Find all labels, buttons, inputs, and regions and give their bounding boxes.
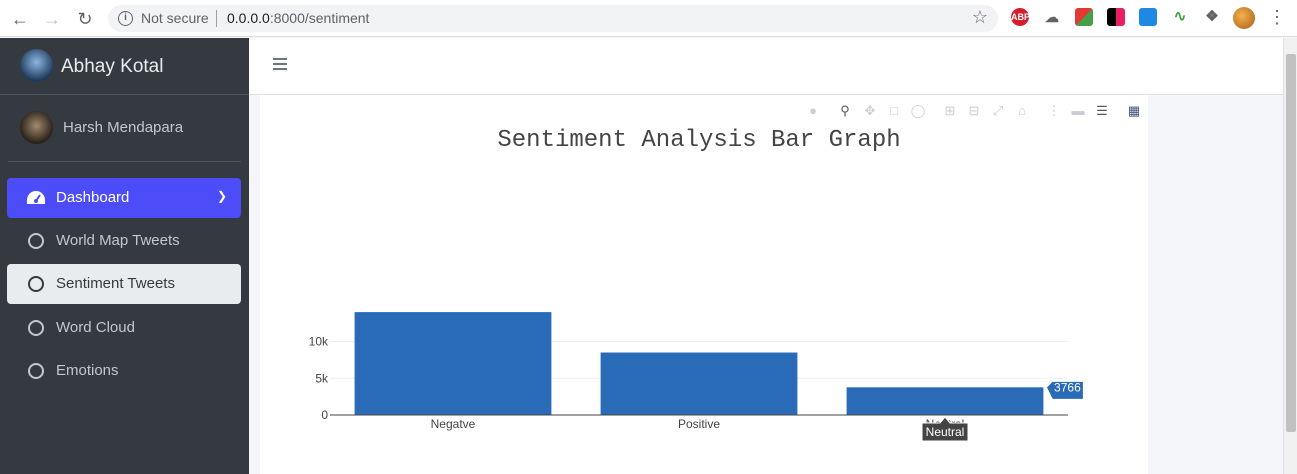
scrollbar-thumb[interactable] [1286, 54, 1296, 432]
y-axis-ticks: 0 5k 10k [309, 335, 329, 423]
puzzle-extensions-icon[interactable]: ❖ [1205, 8, 1219, 25]
sidebar-item-word-cloud[interactable]: Word Cloud [7, 308, 241, 348]
sentiment-bar-chart: Sentiment Analysis Bar Graph 0 5k 10k Nega… [309, 127, 1084, 442]
info-icon[interactable]: i [118, 11, 133, 26]
circle-icon [28, 233, 44, 249]
circle-icon [28, 276, 44, 292]
back-icon[interactable]: ← [11, 9, 29, 29]
bar[interactable] [600, 352, 798, 415]
sidebar-item-world-map-tweets[interactable]: World Map Tweets [7, 221, 241, 261]
sidebar-item-label: Emotions [56, 362, 119, 379]
browser-menu-icon[interactable]: ⋮ [1268, 7, 1286, 27]
user-panel[interactable]: Harsh Mendapara [8, 95, 241, 162]
url-divider [216, 10, 217, 27]
sidebar-item-sentiment-tweets[interactable]: Sentiment Tweets [7, 264, 241, 304]
autoscale-icon[interactable]: ⤢ [992, 103, 1004, 118]
y-tick-label: 5k [315, 371, 329, 385]
box-select-icon[interactable]: □ [890, 103, 898, 118]
tachometer-icon [27, 191, 45, 204]
sidebar-item-label: World Map Tweets [56, 232, 180, 249]
bookmark-star-icon[interactable]: ☆ [971, 7, 988, 27]
plotly-logo-icon[interactable]: ▦ [1127, 103, 1141, 118]
url-path: :8000/sentiment [269, 10, 370, 26]
bar[interactable] [354, 312, 552, 415]
pulse-extension-icon[interactable]: ∿ [1173, 8, 1187, 25]
sidebar: Abhay Kotal Harsh Mendapara Dashboard ❯ … [0, 38, 249, 474]
spike-lines-icon[interactable]: ⋮ [1047, 103, 1061, 118]
user-avatar [20, 111, 53, 144]
sidebar-item-label: Word Cloud [56, 319, 135, 336]
hover-category-box [921, 416, 969, 442]
brand-link[interactable]: Abhay Kotal [0, 38, 249, 95]
brand-text: Abhay Kotal [61, 56, 164, 77]
reload-icon[interactable]: ↻ [77, 9, 93, 29]
page-extension-icon[interactable] [1139, 8, 1157, 26]
hover-value-box [1045, 380, 1084, 400]
cloud-extension-icon[interactable]: ☁ [1045, 9, 1059, 25]
circle-icon [28, 320, 44, 336]
hover-value-label: 3766 [1054, 380, 1081, 394]
chart-title: Sentiment Analysis Bar Graph [497, 127, 900, 154]
zoom-icon[interactable]: ⚲ [840, 103, 850, 118]
x-tick-label: Negatve [431, 417, 476, 431]
main-header [249, 38, 1283, 95]
reset-axes-icon[interactable]: ⌂ [1018, 103, 1026, 118]
chevron-down-icon: ❯ [216, 189, 227, 203]
page-scrollbar[interactable] [1283, 38, 1297, 474]
sidebar-item-label: Sentiment Tweets [56, 275, 175, 292]
sidebar-item-label: Dashboard [56, 189, 130, 206]
color-extension-icon[interactable] [1075, 8, 1093, 26]
y-tick-label: 0 [321, 408, 328, 422]
lasso-select-icon[interactable]: ◯ [910, 103, 926, 118]
bar[interactable] [846, 387, 1044, 415]
circle-icon [28, 363, 44, 379]
browser-toolbar: ← → ↻ i Not secure 0.0.0.0:8000/sentimen… [0, 0, 1297, 37]
not-secure-label: Not secure [141, 10, 209, 26]
adblock-extension-icon[interactable]: ABP [1011, 8, 1030, 26]
pan-icon[interactable]: ✥ [864, 103, 876, 118]
forward-icon[interactable]: → [43, 9, 61, 29]
sidebar-item-emotions[interactable]: Emotions [7, 351, 241, 391]
camera-icon[interactable]: ● [809, 103, 817, 118]
hover-labels: 3766 Neutral [921, 380, 1084, 442]
url-text[interactable]: 0.0.0.0:8000/sentiment [227, 10, 369, 26]
hover-category-label: Neutral [926, 425, 965, 439]
hover-closest-icon[interactable]: ▬ [1071, 103, 1085, 118]
hamburger-menu-icon[interactable] [273, 58, 287, 72]
x-tick-label: Positive [678, 417, 720, 431]
address-bar[interactable]: i Not secure 0.0.0.0:8000/sentiment ☆ [108, 5, 998, 32]
sidebar-item-dashboard[interactable]: Dashboard ❯ [7, 178, 241, 218]
zoom-in-icon[interactable]: ⊞ [944, 103, 956, 118]
brand-logo [20, 49, 53, 82]
profile-avatar[interactable] [1233, 7, 1255, 29]
url-host: 0.0.0.0 [227, 10, 270, 26]
user-name: Harsh Mendapara [63, 119, 184, 136]
y-tick-label: 10k [309, 335, 329, 349]
grid-extension-icon[interactable] [1107, 8, 1125, 26]
bars [354, 312, 1044, 415]
x-axis-labels: NegatvePositiveNeutral [431, 417, 965, 431]
zoom-out-icon[interactable]: ⊟ [968, 103, 980, 118]
hover-compare-icon[interactable]: ☰ [1096, 103, 1108, 118]
